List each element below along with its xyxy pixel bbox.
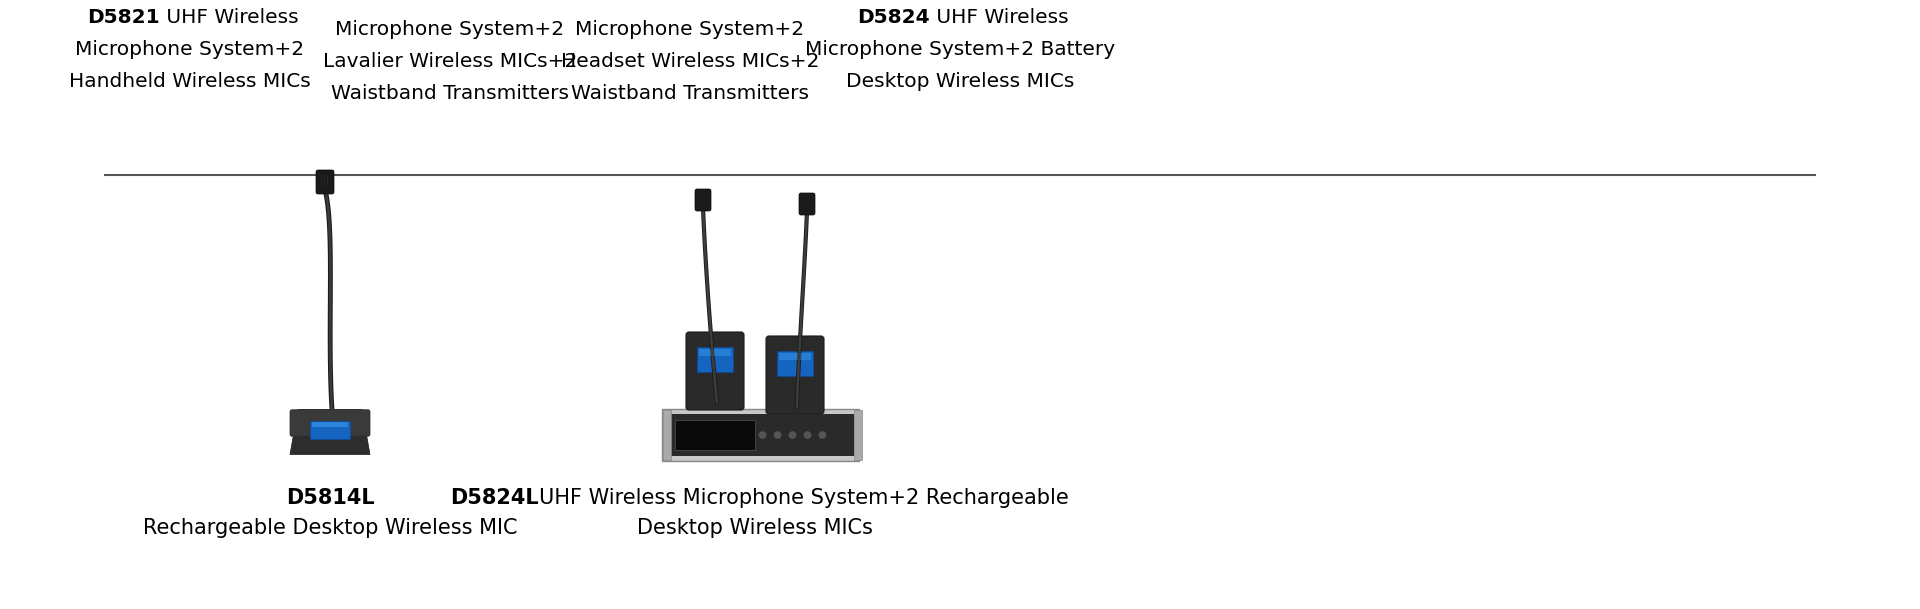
FancyBboxPatch shape: [766, 336, 824, 414]
FancyBboxPatch shape: [685, 332, 745, 410]
FancyBboxPatch shape: [695, 189, 710, 211]
FancyBboxPatch shape: [799, 193, 814, 215]
Bar: [674, 420, 755, 450]
Circle shape: [774, 431, 781, 439]
Bar: [780, 353, 810, 360]
FancyBboxPatch shape: [317, 170, 334, 194]
FancyBboxPatch shape: [662, 409, 858, 461]
Bar: [697, 347, 733, 372]
Bar: [311, 422, 348, 427]
Circle shape: [758, 431, 766, 439]
Text: Microphone System+2: Microphone System+2: [75, 40, 305, 59]
Text: D5824: D5824: [856, 8, 929, 27]
Text: Headset Wireless MICs+2: Headset Wireless MICs+2: [561, 52, 820, 71]
Text: UHF Wireless: UHF Wireless: [929, 8, 1068, 27]
Text: UHF Wireless: UHF Wireless: [159, 8, 298, 27]
Bar: [778, 351, 812, 376]
Text: Microphone System+2: Microphone System+2: [336, 20, 564, 39]
Bar: [699, 349, 732, 356]
Polygon shape: [290, 409, 371, 454]
Text: Rechargeable Desktop Wireless MIC: Rechargeable Desktop Wireless MIC: [142, 518, 516, 538]
Text: Waistband Transmitters: Waistband Transmitters: [570, 84, 808, 103]
Text: UHF Wireless Microphone System+2 Rechargeable: UHF Wireless Microphone System+2 Recharg…: [540, 488, 1069, 508]
Text: Microphone System+2 Battery: Microphone System+2 Battery: [804, 40, 1116, 59]
Text: Desktop Wireless MICs: Desktop Wireless MICs: [637, 518, 874, 538]
Bar: [854, 410, 862, 460]
Circle shape: [818, 431, 826, 439]
Bar: [309, 421, 349, 438]
Text: D5821: D5821: [86, 8, 159, 27]
Text: Handheld Wireless MICs: Handheld Wireless MICs: [69, 72, 311, 91]
Circle shape: [789, 431, 797, 439]
Text: Desktop Wireless MICs: Desktop Wireless MICs: [847, 72, 1073, 91]
Text: D5824L: D5824L: [451, 488, 540, 508]
Circle shape: [803, 431, 812, 439]
Text: D5814L: D5814L: [286, 488, 374, 508]
Bar: [662, 410, 670, 460]
Bar: [666, 414, 854, 456]
Text: Waistband Transmitters: Waistband Transmitters: [330, 84, 568, 103]
Text: Microphone System+2: Microphone System+2: [576, 20, 804, 39]
Text: Lavalier Wireless MICs+2: Lavalier Wireless MICs+2: [323, 52, 578, 71]
FancyBboxPatch shape: [290, 410, 371, 436]
